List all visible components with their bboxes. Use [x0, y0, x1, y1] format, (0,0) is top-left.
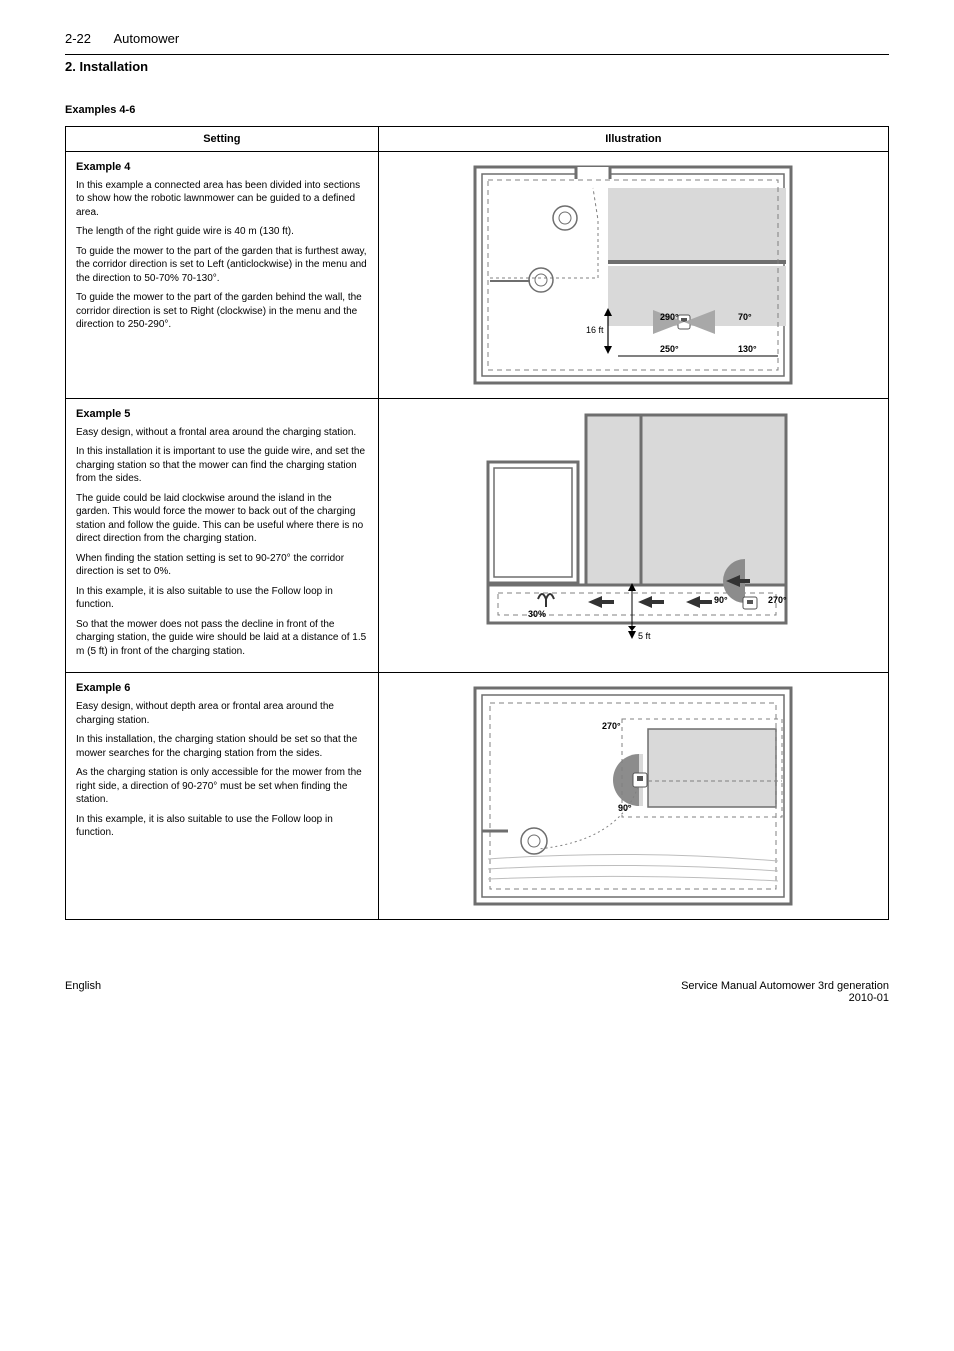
tree-icon [529, 268, 553, 292]
arrow-left-icon [686, 596, 712, 608]
tree-icon [553, 206, 577, 230]
example-body: Easy design, without depth area or front… [76, 700, 368, 840]
chapter-rule: 2. Installation [65, 54, 889, 74]
page-footer: English Service Manual Automower 3rd gen… [65, 980, 889, 1004]
table-row: Example 4 In this example a connected ar… [66, 152, 889, 399]
example-illustration-cell: 16 ft 290° 70° 250° 130° [378, 152, 888, 399]
example-paragraph: As the charging station is only accessib… [76, 766, 368, 807]
example-paragraph: In this example, it is also suitable to … [76, 813, 368, 840]
chapter-title: 2. Installation [65, 59, 148, 74]
example-illustration-cell: 270° 90° [378, 673, 888, 920]
diagram-label: 90° [714, 595, 728, 605]
tree-icon [521, 828, 547, 854]
diagram-label: 70° [738, 312, 752, 322]
example-title: Example 4 [76, 160, 368, 175]
example-setting-cell: Example 6 Easy design, without depth are… [66, 673, 379, 920]
section-heading: Examples 4-6 [65, 104, 889, 116]
arrow-left-icon [588, 596, 614, 608]
example-paragraph: In this installation, the charging stati… [76, 733, 368, 760]
page-number: 2-22 [65, 31, 91, 46]
example-body: Easy design, without a frontal area arou… [76, 426, 368, 659]
diagram-label: 130° [738, 344, 757, 354]
example-paragraph: The guide could be laid clockwise around… [76, 492, 368, 546]
example-paragraph: Easy design, without depth area or front… [76, 700, 368, 727]
diagram-wrap: 30% 90° 270° 5 ft [389, 407, 878, 657]
product-name: Automower [113, 31, 179, 46]
example-paragraph: When finding the station setting is set … [76, 552, 368, 579]
example-body: In this example a connected area has bee… [76, 179, 368, 332]
page-number-block: 2-22 Automower [65, 30, 889, 48]
table-row: Example 6 Easy design, without depth are… [66, 673, 889, 920]
diagram-example-5: 30% 90° 270° 5 ft [468, 407, 798, 657]
example-setting-cell: Example 4 In this example a connected ar… [66, 152, 379, 399]
diagram-label: 270° [768, 595, 787, 605]
col-header-setting: Setting [66, 127, 379, 152]
diagram-label: 250° [660, 344, 679, 354]
diagram-label: 30% [528, 609, 546, 619]
footer-line: 2010-01 [681, 992, 889, 1004]
example-paragraph: In this example a connected area has bee… [76, 179, 368, 220]
examples-table: Setting Illustration Example 4 In this e… [65, 126, 889, 920]
example-paragraph: To guide the mower to the part of the ga… [76, 245, 368, 286]
example-paragraph: To guide the mower to the part of the ga… [76, 291, 368, 332]
example-paragraph: The length of the right guide wire is 40… [76, 225, 368, 239]
arrow-left-icon [638, 596, 664, 608]
example-illustration-cell: 30% 90° 270° 5 ft [378, 399, 888, 673]
diagram-label: 270° [602, 721, 621, 731]
footer-line: Service Manual Automower 3rd generation [681, 980, 889, 992]
diagram-example-6: 270° 90° [468, 681, 798, 911]
col-header-illustration: Illustration [378, 127, 888, 152]
diagram-wrap: 16 ft 290° 70° 250° 130° [389, 160, 878, 390]
example-paragraph: In this example, it is also suitable to … [76, 585, 368, 612]
example-paragraph: Easy design, without a frontal area arou… [76, 426, 368, 440]
plant-icon [538, 594, 554, 607]
example-setting-cell: Example 5 Easy design, without a frontal… [66, 399, 379, 673]
table-row: Example 5 Easy design, without a frontal… [66, 399, 889, 673]
diagram-label: 5 ft [638, 631, 651, 641]
example-title: Example 5 [76, 407, 368, 422]
station-icon [633, 773, 647, 787]
example-title: Example 6 [76, 681, 368, 696]
footer-right: Service Manual Automower 3rd generation … [681, 980, 889, 1004]
diagram-label: 290° [660, 312, 679, 322]
diagram-wrap: 270° 90° [389, 681, 878, 911]
example-paragraph: So that the mower does not pass the decl… [76, 618, 368, 659]
footer-left: English [65, 980, 101, 1004]
diagram-label: 90° [618, 803, 632, 813]
example-paragraph: In this installation it is important to … [76, 445, 368, 486]
diagram-label: 16 ft [586, 325, 604, 335]
diagram-example-4: 16 ft 290° 70° 250° 130° [468, 160, 798, 390]
